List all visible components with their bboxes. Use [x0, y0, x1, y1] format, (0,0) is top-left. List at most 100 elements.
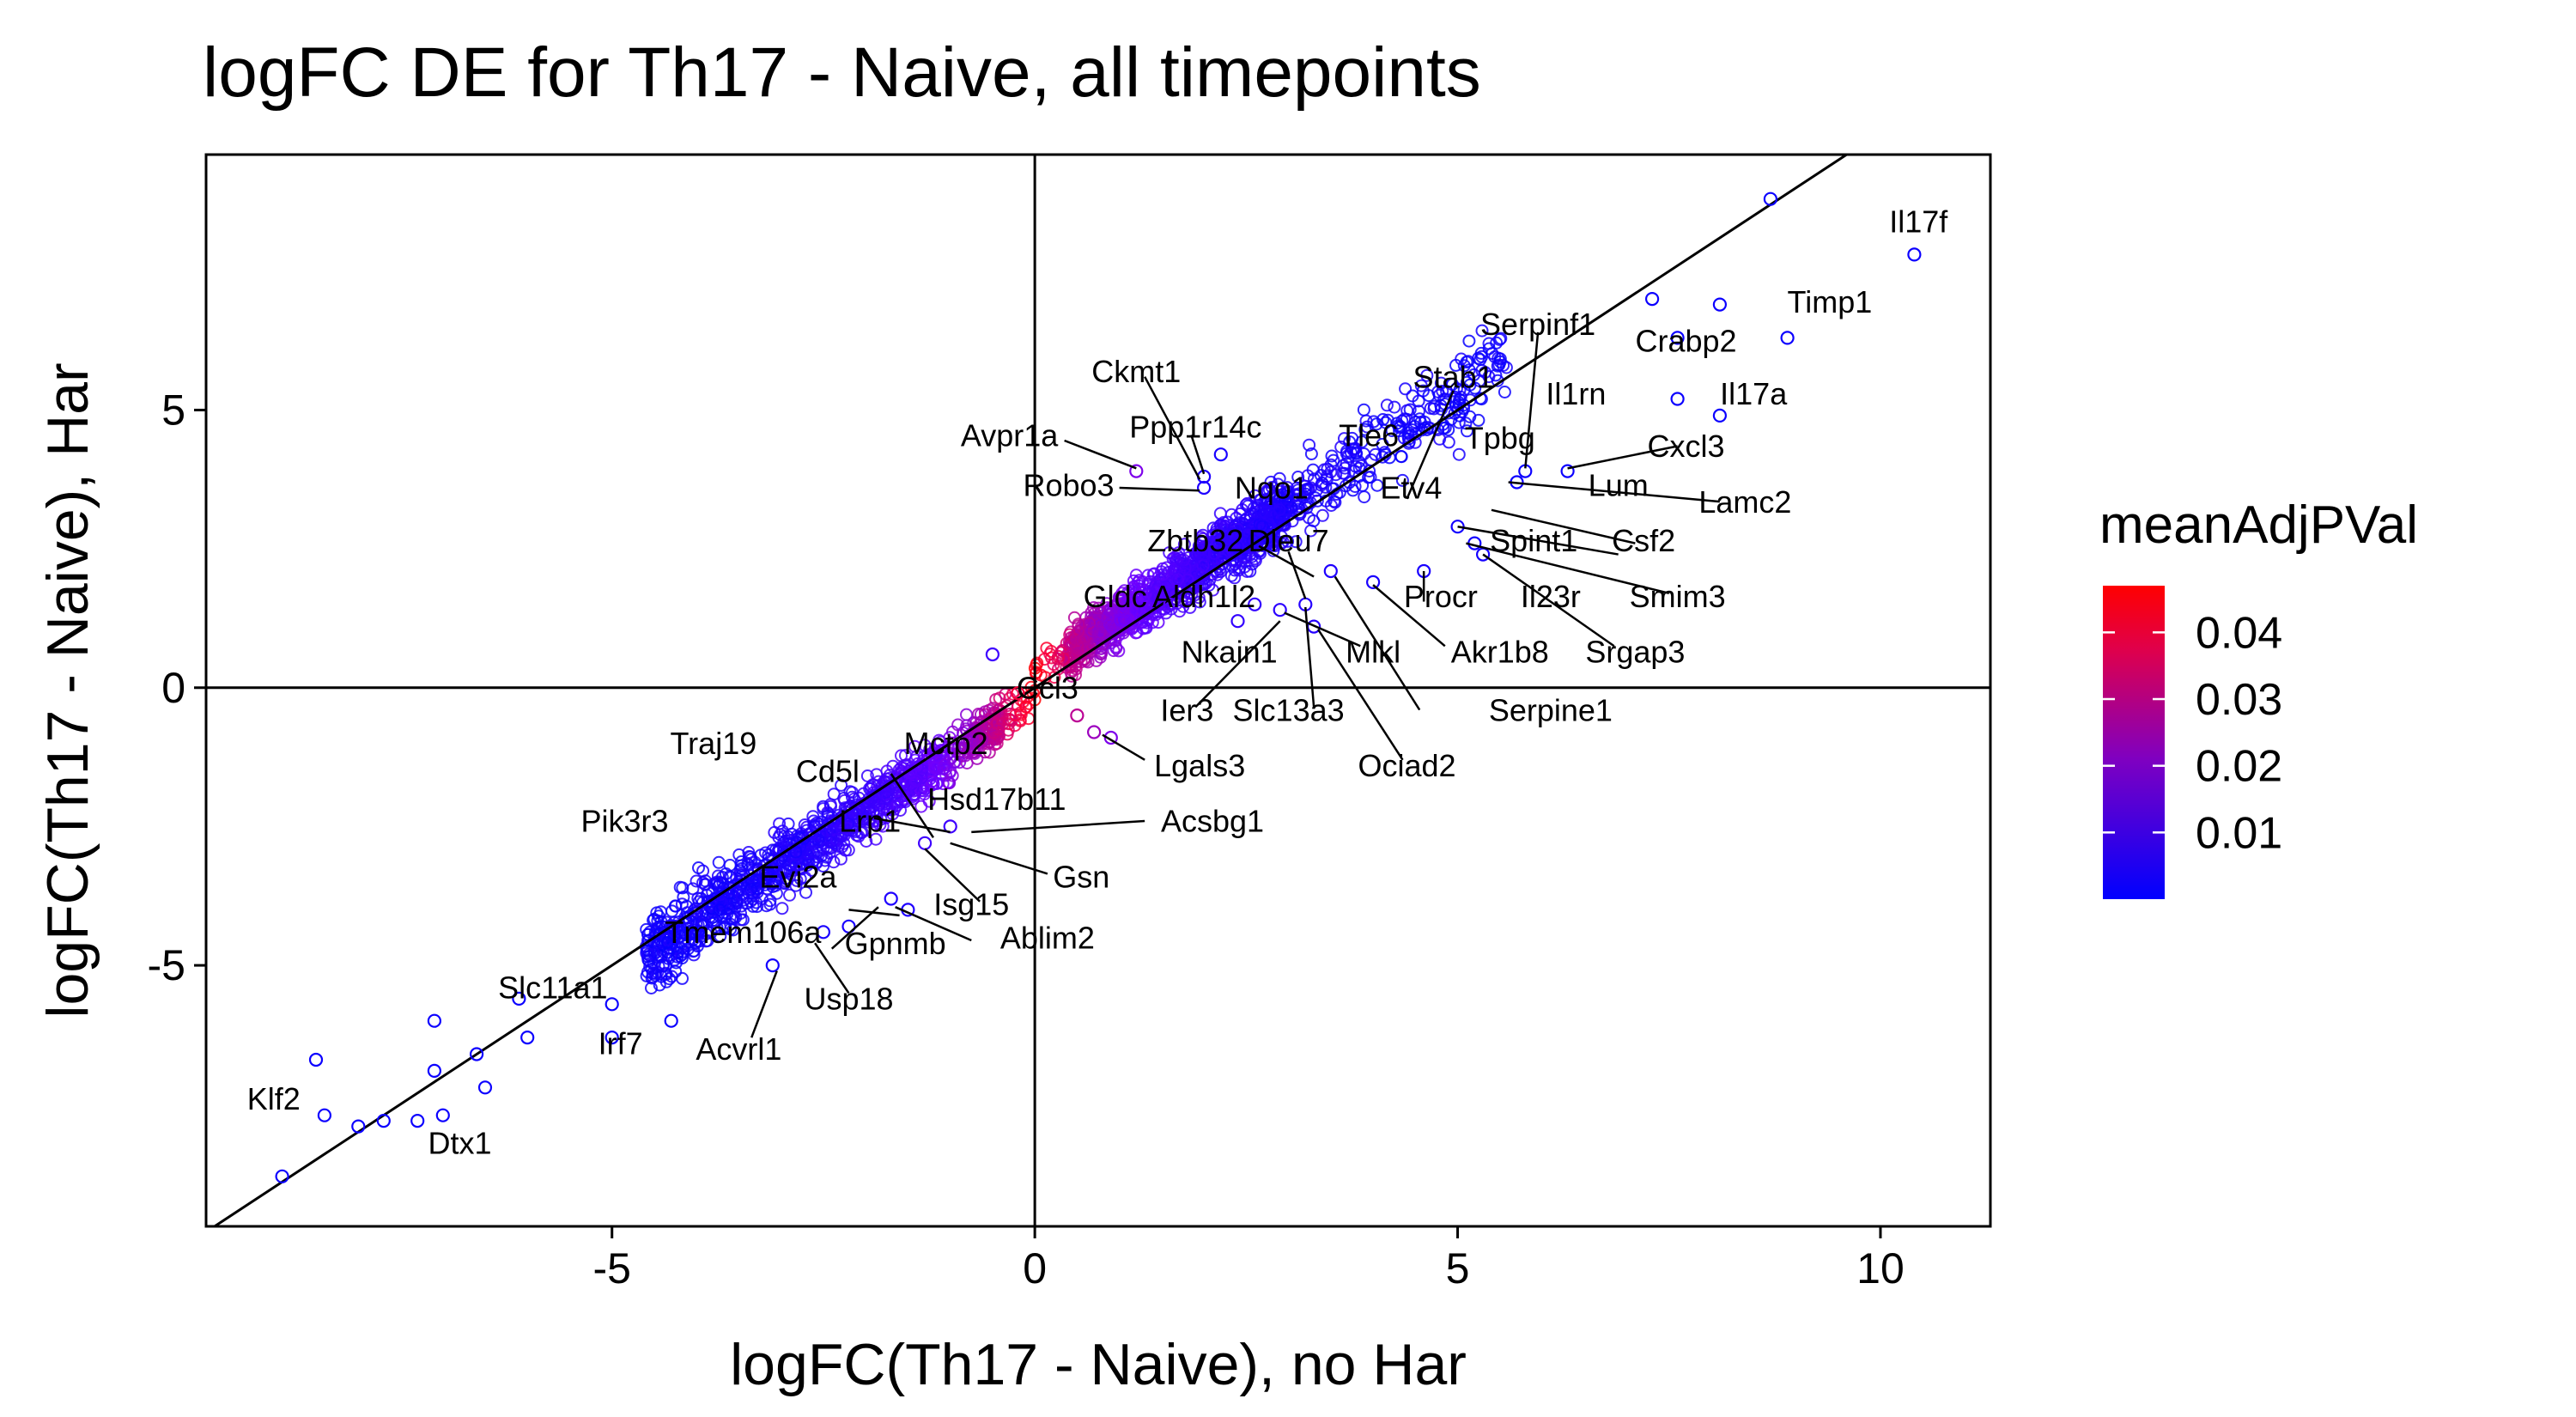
legend-tick-label: 0.03 — [2196, 675, 2282, 725]
cloud-point — [951, 718, 965, 732]
gene-label: Acvrl1 — [696, 1031, 781, 1067]
cloud-point — [1165, 584, 1179, 597]
cloud-point — [1412, 404, 1425, 418]
cloud-point — [713, 903, 726, 916]
cloud-point — [1243, 564, 1257, 578]
cloud-point — [1362, 471, 1376, 484]
y-tick-label: -5 — [148, 941, 185, 989]
cloud-point — [1274, 537, 1288, 550]
cloud-point — [796, 857, 810, 871]
x-axis-ticks: -5 0 5 10 — [592, 1226, 1905, 1292]
leader-line — [1287, 550, 1307, 599]
cloud-point — [1488, 350, 1502, 363]
cloud-point — [641, 947, 655, 961]
data-point — [1560, 464, 1575, 478]
cloud-point — [714, 929, 727, 943]
reference-lines — [206, 155, 1990, 1226]
cloud-point — [1019, 700, 1033, 714]
cloud-point — [735, 888, 749, 902]
cloud-point — [972, 729, 986, 743]
leader-line — [924, 848, 981, 903]
cloud-point — [1090, 654, 1103, 667]
cloud-point — [1342, 476, 1356, 490]
cloud-point — [1057, 652, 1070, 666]
data-point — [1011, 686, 1025, 701]
cloud-point — [1261, 483, 1274, 497]
cloud-point — [1181, 573, 1194, 587]
cloud-point — [1091, 601, 1105, 615]
cloud-point — [652, 909, 665, 923]
cloud-point — [1413, 412, 1426, 426]
cloud-point — [841, 818, 855, 830]
cloud-point — [1343, 435, 1357, 448]
leader-line — [1194, 620, 1281, 708]
cloud-point — [764, 869, 777, 883]
cloud-point — [1092, 628, 1106, 642]
cloud-point — [1157, 598, 1170, 611]
cloud-point — [1222, 527, 1236, 541]
gene-label: Lrp1 — [839, 804, 901, 839]
cloud-point — [846, 790, 859, 804]
gene-labels: Il17f Timp1 Crabp2 Il17a Cxcl3 Lamc2 Lum Csf2 Sm… — [247, 204, 1949, 1160]
chart-title: logFC DE for Th17 - Naive, all timepoint… — [203, 33, 1481, 112]
cloud-point — [720, 907, 734, 921]
leader-line — [1482, 553, 1615, 648]
cloud-point — [799, 885, 812, 899]
cloud-point — [1358, 423, 1372, 436]
gene-label: Ociad2 — [1358, 748, 1455, 783]
cloud-point — [1369, 447, 1382, 461]
cloud-point — [1370, 417, 1383, 431]
cloud-point — [1047, 658, 1060, 672]
plot-area — [206, 155, 1990, 1226]
cloud-point — [960, 734, 974, 748]
identity-line — [214, 155, 1848, 1226]
cloud-point — [861, 815, 875, 829]
data-point — [1712, 408, 1728, 423]
cloud-point — [1175, 553, 1188, 567]
cloud-point — [682, 935, 696, 949]
data-point — [1712, 297, 1728, 312]
cloud-point — [671, 950, 684, 964]
cloud-point — [735, 859, 749, 873]
leader-line — [1406, 390, 1455, 500]
cloud-point — [1360, 420, 1374, 434]
cloud-point — [778, 877, 792, 891]
cloud-point — [706, 914, 720, 927]
gene-label: Avpr1a — [961, 417, 1059, 453]
cloud-point — [1498, 386, 1511, 398]
data-point — [1644, 292, 1660, 307]
cloud-point — [957, 742, 970, 756]
legend-title: meanAdjPVal — [2099, 496, 2418, 555]
leader-line — [1466, 542, 1670, 595]
x-tick-label: 10 — [1856, 1244, 1905, 1292]
cloud-point — [909, 783, 923, 797]
cloud-point — [1230, 540, 1243, 554]
cloud-point — [1452, 416, 1466, 429]
leader-line — [1567, 445, 1678, 470]
cloud-point — [1349, 459, 1363, 473]
cloud-point — [990, 717, 1004, 730]
cloud-point — [834, 852, 848, 866]
cloud-point — [824, 836, 838, 849]
cloud-point — [1306, 463, 1320, 477]
cloud-point — [879, 790, 893, 804]
cloud-point — [1170, 555, 1183, 569]
cloud-point — [1328, 496, 1342, 509]
cloud-point — [1127, 617, 1140, 630]
cloud-point — [648, 966, 662, 980]
leader-line — [1508, 481, 1720, 503]
cloud-point — [1241, 499, 1255, 513]
gene-label: Cxcl3 — [1647, 429, 1724, 464]
cloud-point — [699, 874, 713, 888]
gene-label: Robo3 — [1023, 468, 1114, 503]
cloud-point — [1208, 564, 1222, 578]
data-point — [1365, 575, 1381, 590]
cloud-point — [682, 942, 695, 956]
cloud-point — [1085, 624, 1099, 637]
leader-line — [895, 906, 972, 942]
cloud-point — [1462, 334, 1476, 348]
cloud-point — [894, 804, 907, 817]
cloud-point — [671, 925, 684, 939]
cloud-point — [1307, 514, 1321, 527]
cloud-point — [1273, 471, 1286, 485]
